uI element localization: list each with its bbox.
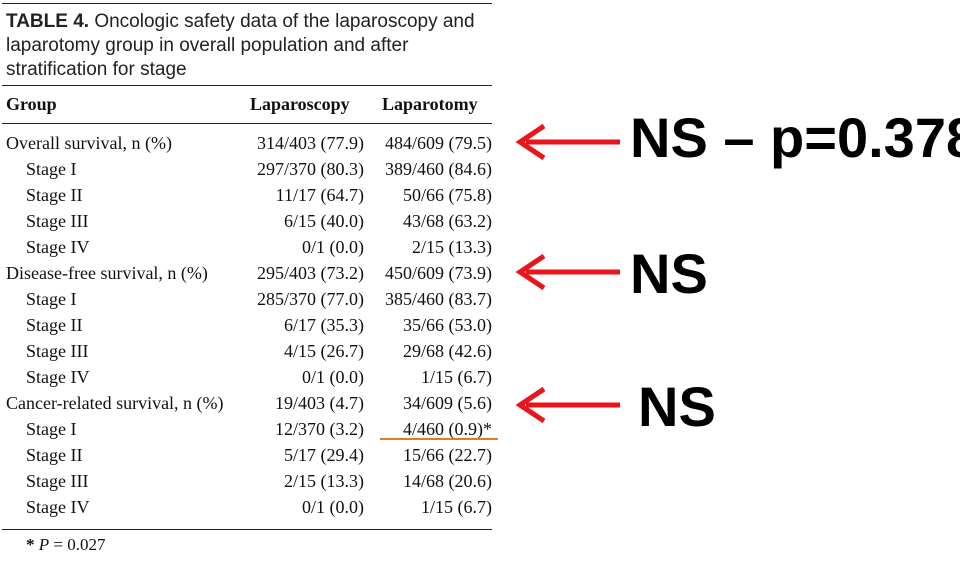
row-label: Disease-free survival, n (%) bbox=[6, 263, 208, 283]
cell-laparotomy: 385/460 (83.7) bbox=[385, 289, 492, 309]
cell-laparotomy: 15/66 (22.7) bbox=[403, 445, 492, 465]
row-label: Cancer-related survival, n (%) bbox=[6, 393, 224, 413]
header-group: Group bbox=[6, 94, 57, 114]
cell-laparoscopy: 11/17 (64.7) bbox=[275, 185, 364, 205]
row-label: Stage IV bbox=[26, 367, 90, 387]
cell-laparotomy: 484/609 (79.5) bbox=[385, 133, 492, 153]
highlight-underline bbox=[380, 438, 498, 440]
cell-laparotomy: 50/66 (75.8) bbox=[403, 185, 492, 205]
cell-laparoscopy: 295/403 (73.2) bbox=[257, 263, 364, 283]
table-row: Disease-free survival, n (%) 295/403 (73… bbox=[0, 260, 500, 286]
footnote-value: = 0.027 bbox=[49, 535, 106, 554]
left-arrow-icon bbox=[515, 253, 620, 291]
cell-laparotomy: 35/66 (53.0) bbox=[403, 315, 492, 335]
table-row: Stage II 6/17 (35.3) 35/66 (53.0) bbox=[0, 312, 500, 338]
table-row: Stage II 5/17 (29.4) 15/66 (22.7) bbox=[0, 442, 500, 468]
header-top-rule bbox=[2, 85, 492, 86]
table-caption: Oncologic safety data of the laparoscopy… bbox=[6, 11, 475, 80]
cell-laparotomy: 1/15 (6.7) bbox=[421, 497, 492, 517]
footnote-p-symbol: P bbox=[38, 535, 50, 554]
table-row: Stage IV 0/1 (0.0) 1/15 (6.7) bbox=[0, 494, 500, 520]
cell-laparoscopy: 0/1 (0.0) bbox=[302, 237, 364, 257]
annotation-cancer-related-survival: NS bbox=[638, 375, 716, 438]
row-label: Stage IV bbox=[26, 497, 90, 517]
cell-laparoscopy: 6/17 (35.3) bbox=[284, 315, 364, 335]
table-row: Overall survival, n (%) 314/403 (77.9) 4… bbox=[0, 130, 500, 156]
table-row: Cancer-related survival, n (%) 19/403 (4… bbox=[0, 390, 500, 416]
cell-laparoscopy: 0/1 (0.0) bbox=[302, 497, 364, 517]
cell-laparotomy: 34/609 (5.6) bbox=[403, 393, 492, 413]
cell-laparotomy: 29/68 (42.6) bbox=[403, 341, 492, 361]
top-rule bbox=[2, 3, 492, 4]
table-row: Stage IV 0/1 (0.0) 2/15 (13.3) bbox=[0, 234, 500, 260]
table-number: TABLE 4. bbox=[6, 11, 90, 32]
cell-laparotomy: 43/68 (63.2) bbox=[403, 211, 492, 231]
table-row: Stage I 297/370 (80.3) 389/460 (84.6) bbox=[0, 156, 500, 182]
row-label: Stage I bbox=[26, 289, 77, 309]
row-label: Stage I bbox=[26, 419, 77, 439]
row-label: Stage I bbox=[26, 159, 77, 179]
table-body: Overall survival, n (%) 314/403 (77.9) 4… bbox=[0, 130, 500, 520]
cell-laparoscopy: 0/1 (0.0) bbox=[302, 367, 364, 387]
row-label: Stage III bbox=[26, 471, 89, 491]
table-footnote: * P = 0.027 bbox=[26, 535, 105, 555]
row-label: Stage III bbox=[26, 211, 89, 231]
left-arrow-icon bbox=[515, 386, 620, 424]
table-title: TABLE 4. Oncologic safety data of the la… bbox=[6, 10, 496, 82]
row-label: Stage II bbox=[26, 315, 83, 335]
footnote-star: * bbox=[26, 535, 35, 554]
table-row: Stage IV 0/1 (0.0) 1/15 (6.7) bbox=[0, 364, 500, 390]
cell-laparoscopy: 314/403 (77.9) bbox=[257, 133, 364, 153]
cell-laparotomy: 4/460 (0.9)* bbox=[403, 419, 492, 439]
header-laparoscopy: Laparoscopy bbox=[250, 94, 350, 114]
cell-laparotomy: 2/15 (13.3) bbox=[412, 237, 492, 257]
annotation-disease-free-survival: NS bbox=[630, 242, 708, 305]
row-label: Stage II bbox=[26, 185, 83, 205]
annotation-overall-survival: NS – p=0.378 bbox=[630, 106, 960, 169]
header-bottom-rule bbox=[2, 123, 492, 124]
row-label: Overall survival, n (%) bbox=[6, 133, 172, 153]
table-row: Stage III 2/15 (13.3) 14/68 (20.6) bbox=[0, 468, 500, 494]
cell-laparoscopy: 19/403 (4.7) bbox=[275, 393, 364, 413]
cell-laparoscopy: 5/17 (29.4) bbox=[284, 445, 364, 465]
row-label: Stage IV bbox=[26, 237, 90, 257]
cell-laparotomy: 1/15 (6.7) bbox=[421, 367, 492, 387]
header-laparotomy: Laparotomy bbox=[382, 94, 478, 114]
cell-laparoscopy: 6/15 (40.0) bbox=[284, 211, 364, 231]
cell-laparotomy: 14/68 (20.6) bbox=[403, 471, 492, 491]
table-row: Stage I 12/370 (3.2) 4/460 (0.9)* bbox=[0, 416, 500, 442]
row-label: Stage II bbox=[26, 445, 83, 465]
cell-laparotomy: 450/609 (73.9) bbox=[385, 263, 492, 283]
left-arrow-icon bbox=[515, 123, 620, 161]
cell-laparotomy: 389/460 (84.6) bbox=[385, 159, 492, 179]
table-row: Stage III 4/15 (26.7) 29/68 (42.6) bbox=[0, 338, 500, 364]
table-bottom-rule bbox=[2, 529, 492, 530]
cell-laparoscopy: 2/15 (13.3) bbox=[284, 471, 364, 491]
cell-laparoscopy: 12/370 (3.2) bbox=[275, 419, 364, 439]
table-row: Stage I 285/370 (77.0) 385/460 (83.7) bbox=[0, 286, 500, 312]
table-row: Stage III 6/15 (40.0) 43/68 (63.2) bbox=[0, 208, 500, 234]
table-row: Stage II 11/17 (64.7) 50/66 (75.8) bbox=[0, 182, 500, 208]
cell-laparoscopy: 285/370 (77.0) bbox=[257, 289, 364, 309]
cell-laparoscopy: 4/15 (26.7) bbox=[284, 341, 364, 361]
cell-laparoscopy: 297/370 (80.3) bbox=[257, 159, 364, 179]
row-label: Stage III bbox=[26, 341, 89, 361]
